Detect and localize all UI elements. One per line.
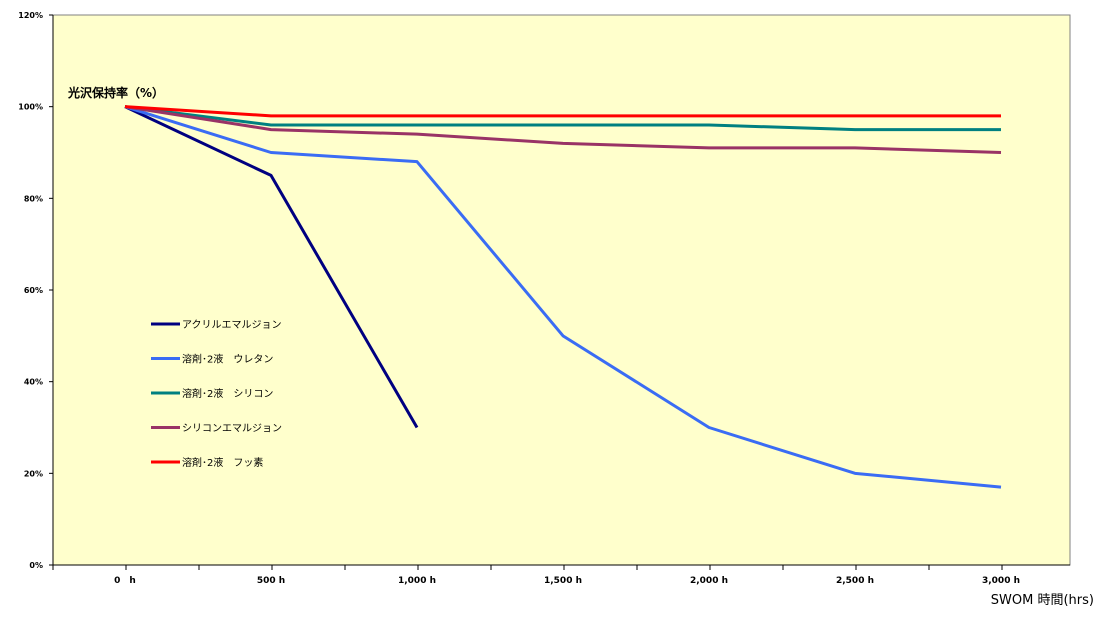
series-line-3 [124, 105, 1001, 132]
y-tick-label: 40% [24, 378, 43, 387]
legend-label: 溶剤･2液 ウレタン [182, 353, 273, 366]
x-tick-label: 0 h [114, 576, 136, 586]
series-line-2 [124, 105, 1002, 489]
x-tick-label: 1,000 h [398, 576, 436, 586]
y-axis-title: 光沢保持率（%） [67, 85, 164, 100]
legend-label: シリコンエマルジョン [182, 424, 282, 435]
series-layer [124, 105, 1002, 489]
x-tick-label: 3,000 h [982, 576, 1020, 586]
y-axis: 0% 20% 40% 60% 80% 100% 120% [18, 11, 54, 570]
series-line-1 [124, 105, 419, 429]
y-tick-label: 20% [24, 469, 43, 478]
plot-area [52, 14, 1071, 566]
y-tick-label: 80% [24, 194, 43, 203]
x-tick-label: 500 h [257, 576, 285, 586]
y-tick-label: 60% [24, 286, 43, 295]
y-tick-label: 0% [29, 561, 43, 570]
legend-label: アクリルエマルジョン [182, 319, 282, 331]
legend-label: 溶剤･2液 フッ素 [182, 456, 263, 469]
x-tick-label: 2,000 h [690, 576, 728, 586]
x-tick-label: 1,500 h [544, 576, 582, 586]
x-tick-label: 2,500 h [836, 576, 874, 586]
series-line-4 [124, 105, 1002, 154]
x-axis: 0 h 500 h 1,000 h 1,500 h 2,000 h 2,500 h 3,00… [52, 564, 1070, 586]
legend-label: 溶剤･2液 シリコン [182, 387, 273, 400]
y-tick-label: 120% [18, 11, 43, 20]
series-line-5 [124, 105, 1001, 118]
y-tick-label: 100% [18, 103, 43, 112]
x-axis-title: SWOM 時間(hrs) [991, 593, 1094, 608]
